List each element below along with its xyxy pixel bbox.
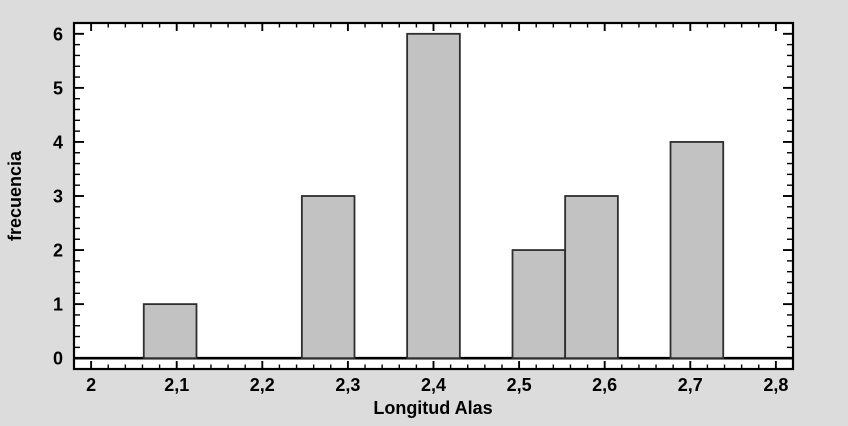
histogram-bar [669,141,725,360]
y-tick-label: 6 [53,24,63,44]
x-tick-label: 2,1 [164,375,189,395]
ticks-group [74,23,793,369]
x-tick-label: 2,6 [592,375,617,395]
x-tick-label: 2,3 [335,375,360,395]
x-tick-label: 2 [86,375,96,395]
y-axis-title: frecuencia [5,150,25,241]
y-tick-label: 2 [53,241,63,261]
y-tick-label: 5 [53,78,63,98]
x-tick-label: 2,8 [763,375,788,395]
y-tick-label: 0 [53,349,63,369]
y-tick-label: 4 [53,132,63,152]
y-tick-label: 3 [53,187,63,207]
histogram-bar [406,32,461,360]
x-tick-label: 2,4 [421,375,446,395]
x-tick-label: 2,5 [507,375,532,395]
x-axis-title: Longitud Alas [373,398,492,418]
histogram-bar [564,195,619,360]
bars-group [142,32,725,360]
histogram-bar [300,195,356,360]
x-tick-label: 2,2 [250,375,275,395]
tick-labels-group: 2 2,1 2,2 2,3 2,4 2,5 2,6 2,7 2,8 0 1 2 3 4 5 6 [53,24,788,395]
x-tick-label: 2,7 [678,375,703,395]
histogram-bar [142,303,198,360]
y-tick-label: 1 [53,295,63,315]
histogram-bar [511,249,567,360]
